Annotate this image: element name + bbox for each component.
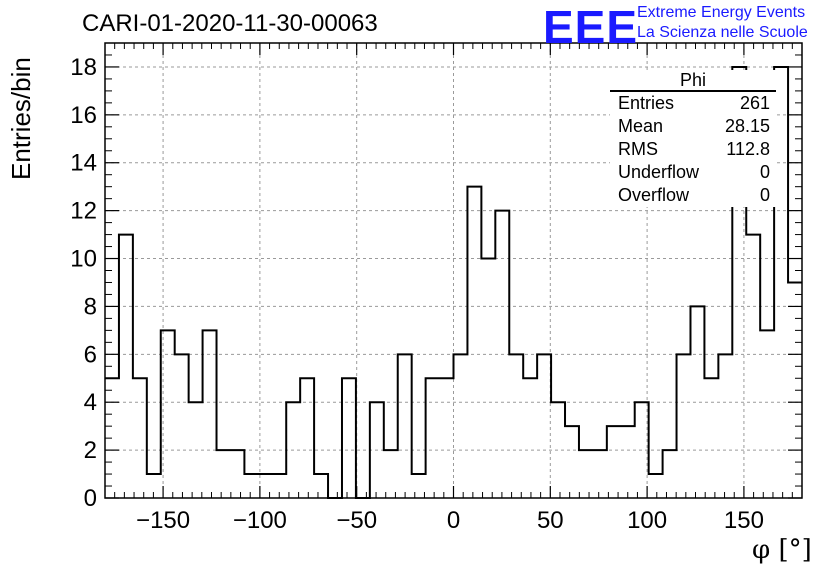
x-axis-label: φ [°]: [752, 535, 812, 565]
stats-row-overflow: Overflow 0: [610, 184, 776, 207]
stats-label: RMS: [618, 139, 658, 159]
x-tick-label: 150: [724, 507, 764, 534]
y-tick-label: 18: [70, 54, 97, 81]
x-tick-label: 50: [537, 507, 564, 534]
logo-subtitle-line1: Extreme Energy Events: [637, 4, 806, 21]
stats-row-mean: Mean 28.15: [610, 115, 776, 138]
stats-row-rms: RMS 112.8: [610, 138, 776, 161]
stats-row-underflow: Underflow 0: [610, 161, 776, 184]
stats-value: 0: [759, 162, 770, 182]
x-tick-labels: −150 −100 −50 0 50 100 150: [136, 507, 764, 534]
y-tick-label: 16: [70, 102, 97, 129]
y-tick-label: 10: [70, 246, 97, 273]
eee-logo: EEE: [543, 1, 639, 53]
x-tick-label: 100: [627, 507, 667, 534]
histogram-outline: [105, 65, 802, 499]
x-tick-label: −100: [233, 507, 287, 534]
axis-ticks: [105, 43, 802, 499]
x-tick-label: −50: [336, 507, 377, 534]
stats-label: Underflow: [618, 162, 700, 182]
y-tick-label: 12: [70, 198, 97, 225]
y-tick-label: 4: [84, 389, 97, 416]
y-axis-label: Entries/bin: [6, 57, 36, 180]
x-tick-label: 0: [447, 507, 460, 534]
y-tick-label: 0: [84, 485, 97, 512]
stats-box: Phi Entries 261 Mean 28.15 RMS 112.8 Und…: [610, 70, 776, 207]
y-tick-label: 8: [84, 293, 97, 320]
stats-label: Entries: [618, 93, 675, 113]
stats-title: Phi: [610, 70, 776, 92]
logo-subtitle-line2: La Scienza nelle Scuole: [637, 24, 808, 41]
y-tick-label: 6: [84, 341, 97, 368]
x-tick-label: −150: [136, 507, 190, 534]
stats-label: Mean: [618, 116, 664, 136]
stats-row-entries: Entries 261: [610, 92, 776, 115]
stats-value: 261: [739, 93, 770, 113]
y-tick-label: 14: [70, 150, 97, 177]
y-tick-labels: 0 2 4 6 8 10 12 14 16 18: [70, 54, 97, 512]
y-tick-label: 2: [84, 437, 97, 464]
stats-value: 0: [759, 185, 770, 205]
stats-value: 112.8: [726, 139, 770, 159]
stats-label: Overflow: [618, 185, 690, 205]
histogram-series: [105, 65, 802, 499]
stats-value: 28.15: [724, 116, 770, 136]
chart-title: CARI-01-2020-11-30-00063: [82, 10, 378, 37]
